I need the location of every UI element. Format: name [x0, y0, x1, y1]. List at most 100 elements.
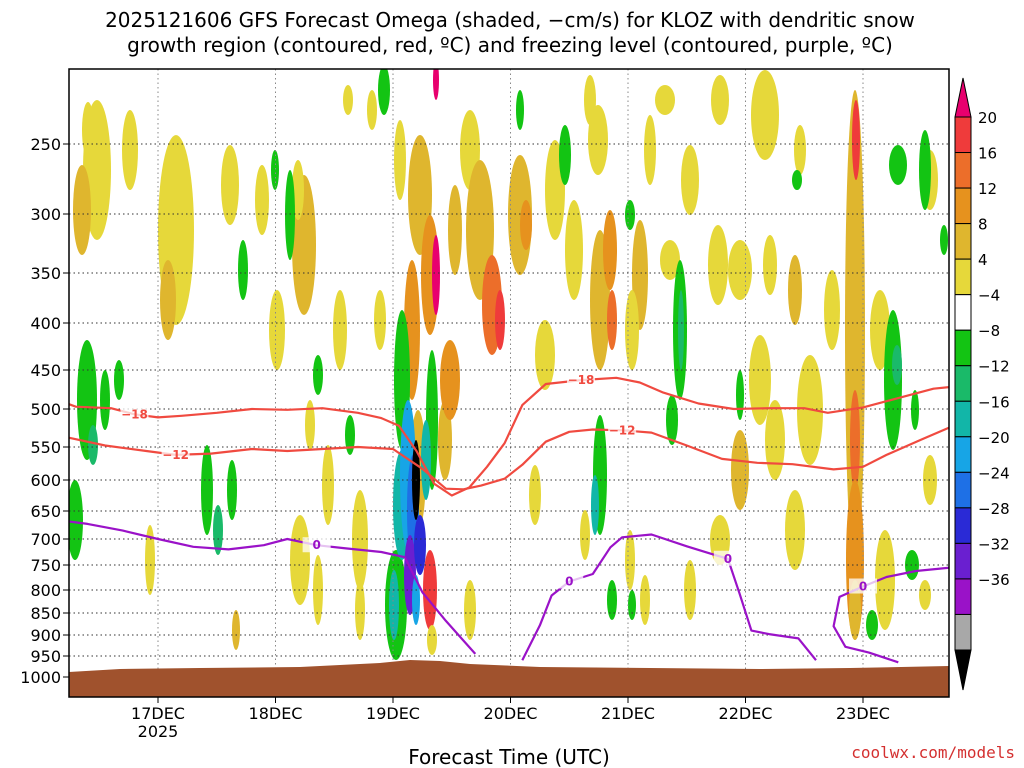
omega-cell	[374, 290, 386, 350]
omega-cell	[849, 580, 861, 640]
x-tick-label: 22DEC	[719, 704, 773, 723]
y-tick-label: 250	[30, 135, 61, 154]
omega-cell	[678, 290, 684, 370]
shading-cells	[69, 69, 948, 660]
omega-cell	[655, 85, 675, 115]
omega-cell	[892, 345, 902, 385]
pressure-axis: 250 300 350 400 450 500 550 600 650 700 750 800 850 9…	[20, 135, 69, 687]
omega-cell	[160, 260, 176, 340]
contour-label-bg	[608, 422, 637, 438]
omega-cell	[875, 530, 895, 630]
colorbar-swatch	[954, 613, 972, 651]
omega-cell	[923, 455, 937, 505]
omega-cell	[227, 460, 237, 520]
omega-cell	[73, 165, 91, 255]
contour-label-bg	[555, 573, 584, 589]
colorbar-swatch	[954, 329, 972, 367]
omega-cell	[884, 310, 902, 450]
omega-cell	[269, 290, 285, 370]
omega-cell	[322, 445, 334, 525]
omega-cell	[728, 240, 752, 300]
omega-cell	[607, 580, 617, 620]
x-tick-label: 17DEC	[131, 704, 185, 723]
omega-cell	[644, 115, 656, 185]
contour-line	[69, 376, 949, 497]
omega-cell	[940, 225, 948, 255]
colorbar-label: 16	[978, 145, 997, 163]
omega-shading	[69, 69, 948, 660]
colorbar-label: 8	[978, 216, 988, 234]
omega-cell	[850, 390, 860, 490]
credit-label: coolwx.com/models	[851, 743, 1015, 762]
colorbar-bottom-triangle	[954, 649, 972, 691]
contour-label: −12	[162, 448, 189, 462]
omega-cell	[516, 90, 524, 130]
omega-cell	[213, 505, 223, 555]
colorbar-label: 20	[978, 109, 997, 127]
contour-label-bg	[567, 372, 595, 388]
omega-cell	[464, 580, 476, 640]
omega-cell	[889, 145, 907, 185]
colorbar-swatch	[954, 542, 972, 580]
contour-line	[69, 426, 949, 491]
omega-cell	[919, 130, 931, 210]
omega-cell	[559, 125, 571, 185]
colorbar-swatch	[954, 187, 972, 225]
colorbar-label: 4	[978, 251, 988, 269]
omega-cell	[640, 575, 650, 625]
colorbar-label: −16	[978, 393, 1010, 411]
y-tick-label: 750	[30, 556, 61, 575]
x-tick-label: 18DEC	[249, 704, 303, 723]
omega-cell	[625, 200, 635, 230]
x-tick-label: 23DEC	[836, 704, 890, 723]
omega-cell	[69, 480, 83, 560]
omega-cell	[255, 165, 269, 235]
omega-cell	[355, 580, 365, 640]
contour-label: 0	[312, 538, 320, 552]
contour-label: 0	[859, 580, 867, 594]
omega-cell	[292, 160, 304, 220]
y-tick-label: 600	[30, 471, 61, 490]
plot-frame	[68, 68, 950, 698]
x-tick-label: 21DEC	[601, 704, 655, 723]
omega-cell	[794, 125, 806, 175]
omega-cell	[584, 75, 596, 125]
contour-label-bg	[713, 550, 742, 566]
colorbar-swatch	[954, 400, 972, 438]
omega-cell	[145, 525, 155, 595]
omega-cell	[432, 235, 440, 315]
omega-cell	[313, 355, 323, 395]
colorbar-label: 12	[978, 180, 997, 198]
time-axis: 17DEC 18DEC 19DEC 20DEC 21DEC 22DEC 23DEC	[131, 697, 890, 723]
omega-cell	[588, 105, 608, 175]
omega-cell	[201, 445, 213, 535]
omega-cell	[666, 395, 678, 445]
contour-label-bg	[302, 537, 331, 553]
omega-cell	[736, 370, 744, 420]
omega-cell	[866, 610, 878, 640]
y-tick-label: 900	[30, 626, 61, 645]
y-tick-label: 550	[30, 438, 61, 457]
y-tick-label: 800	[30, 581, 61, 600]
omega-cell	[591, 475, 599, 535]
contour-line	[0, 633, 5, 667]
chart-title-line1: 2025121606 GFS Forecast Omega (shaded, −…	[105, 8, 915, 32]
year-label: 2025	[138, 722, 179, 741]
omega-cell	[88, 425, 98, 465]
omega-cell	[529, 465, 541, 525]
colorbar-swatch	[954, 258, 972, 296]
omega-cell	[845, 90, 865, 570]
y-tick-label: 400	[30, 314, 61, 333]
omega-cell	[238, 240, 248, 300]
omega-cell	[352, 490, 368, 590]
terrain-ground	[69, 660, 949, 697]
omega-cell	[751, 70, 779, 160]
omega-cell	[367, 90, 377, 130]
omega-cell	[345, 415, 355, 455]
contour-label-bg	[849, 578, 877, 594]
omega-cell	[433, 69, 439, 100]
omega-cell	[438, 400, 452, 480]
omega-cell	[625, 290, 639, 370]
omega-cell	[290, 515, 310, 605]
omega-cell	[100, 370, 110, 430]
